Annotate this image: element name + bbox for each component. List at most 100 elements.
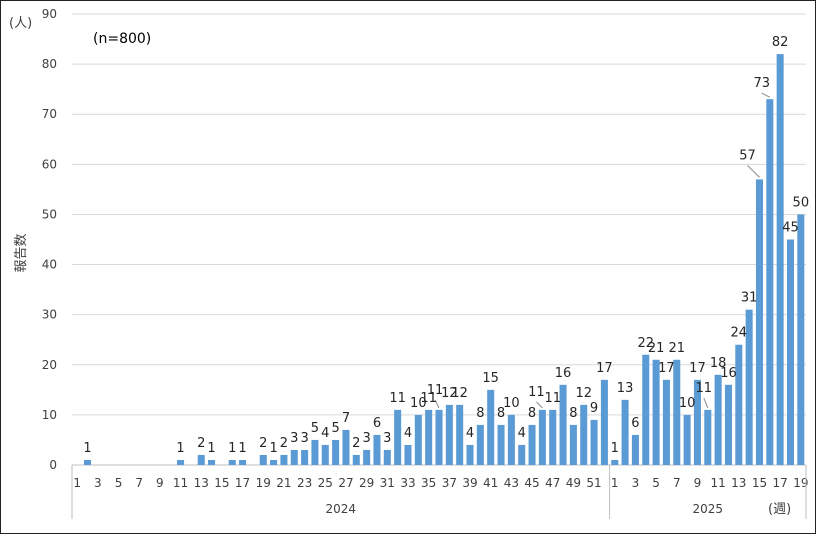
leader-line xyxy=(536,401,543,409)
y-tick-label: 80 xyxy=(42,57,57,71)
data-label: 5 xyxy=(331,421,339,436)
x-unit-label: (週) xyxy=(768,502,791,517)
x-tick-label: 7 xyxy=(673,476,681,490)
bar xyxy=(507,414,515,465)
bar xyxy=(363,449,371,465)
bar xyxy=(611,459,619,465)
data-label: 6 xyxy=(631,416,639,431)
bar xyxy=(301,449,309,465)
x-tick-label: 5 xyxy=(115,476,123,490)
data-label: 10 xyxy=(679,396,696,411)
x-tick-label: 45 xyxy=(524,476,539,490)
x-tick-label: 27 xyxy=(338,476,353,490)
bar xyxy=(239,459,247,465)
x-tick-label: 31 xyxy=(380,476,395,490)
data-label: 1 xyxy=(238,441,246,456)
data-label: 3 xyxy=(362,431,370,446)
bar xyxy=(755,179,763,465)
leader-lines xyxy=(434,92,771,409)
group-label: 2025 xyxy=(693,502,724,516)
leader-line xyxy=(434,399,440,409)
bars xyxy=(83,54,805,465)
n-label: (n=800) xyxy=(93,31,151,47)
x-tick-label: 49 xyxy=(566,476,581,490)
x-tick-label: 15 xyxy=(214,476,229,490)
bar xyxy=(724,384,732,465)
data-label: 11 xyxy=(528,385,545,400)
data-label: 45 xyxy=(782,221,799,236)
bar xyxy=(631,434,639,465)
data-label: 57 xyxy=(739,148,756,163)
data-label: 8 xyxy=(528,406,536,421)
x-tick-label: 3 xyxy=(632,476,640,490)
data-label: 24 xyxy=(731,326,748,341)
data-label: 11 xyxy=(389,391,406,406)
x-tick-label: 17 xyxy=(235,476,250,490)
bar xyxy=(580,404,588,465)
x-tick-label: 43 xyxy=(504,476,519,490)
bar xyxy=(549,409,557,465)
data-label: 17 xyxy=(658,361,675,376)
bar xyxy=(662,379,670,465)
data-label: 31 xyxy=(741,291,758,306)
bar xyxy=(766,99,774,465)
bar xyxy=(425,409,433,465)
data-label: 17 xyxy=(596,361,613,376)
x-tick-label: 33 xyxy=(400,476,415,490)
leader-line xyxy=(761,92,771,98)
data-label: 16 xyxy=(555,366,572,381)
x-tick-label: 19 xyxy=(793,476,808,490)
data-label: 4 xyxy=(404,426,412,441)
data-label: 11 xyxy=(427,383,444,398)
data-label: 15 xyxy=(482,371,499,386)
y-tick-label: 40 xyxy=(42,258,57,272)
bar xyxy=(735,344,743,465)
y-tick-label: 60 xyxy=(42,157,57,171)
bar xyxy=(435,409,443,465)
y-axis-ticks: 0 10 20 30 40 50 60 70 80 90 xyxy=(42,7,57,472)
data-label: 4 xyxy=(518,426,526,441)
bar xyxy=(497,424,505,465)
x-tick-label: 1 xyxy=(73,476,81,490)
x-tick-label: 11 xyxy=(173,476,188,490)
y-tick-label: 70 xyxy=(42,107,57,121)
x-tick-label: 13 xyxy=(194,476,209,490)
bar xyxy=(704,409,712,465)
bar xyxy=(673,359,681,465)
bar xyxy=(590,419,598,465)
data-label: 3 xyxy=(300,431,308,446)
data-label: 1 xyxy=(176,441,184,456)
data-label: 7 xyxy=(342,411,350,426)
data-label: 1 xyxy=(611,441,619,456)
bar xyxy=(270,459,278,465)
bar xyxy=(745,309,753,465)
data-label: 12 xyxy=(441,386,458,401)
bar xyxy=(83,459,92,465)
bar xyxy=(476,424,484,465)
data-label: 5 xyxy=(311,421,319,436)
gridlines xyxy=(72,13,806,466)
data-label: 2 xyxy=(280,436,288,451)
y-tick-label: 0 xyxy=(49,458,57,472)
bar xyxy=(652,359,660,465)
x-axis-ticks: 1 3 5 7 9 11 13 15 17 19 21 23 25 27 29 31 33 35 37 39 41 43 4… xyxy=(73,476,808,490)
data-label: 21 xyxy=(669,341,686,356)
bar xyxy=(208,459,216,465)
x-tick-label: 47 xyxy=(545,476,560,490)
x-tick-label: 25 xyxy=(318,476,333,490)
data-label: 8 xyxy=(476,406,484,421)
bar xyxy=(394,409,402,465)
y-axis-title: 報告数 xyxy=(14,233,29,272)
x-tick-label: 41 xyxy=(483,476,498,490)
data-label: 11 xyxy=(420,391,437,406)
bar xyxy=(404,444,412,465)
x-tick-label: 29 xyxy=(359,476,374,490)
x-tick-label: 19 xyxy=(256,476,271,490)
data-label: 9 xyxy=(590,401,598,416)
data-label: 2 xyxy=(352,436,360,451)
data-label: 1 xyxy=(207,441,215,456)
x-tick-label: 9 xyxy=(156,476,164,490)
data-label: 4 xyxy=(466,426,474,441)
